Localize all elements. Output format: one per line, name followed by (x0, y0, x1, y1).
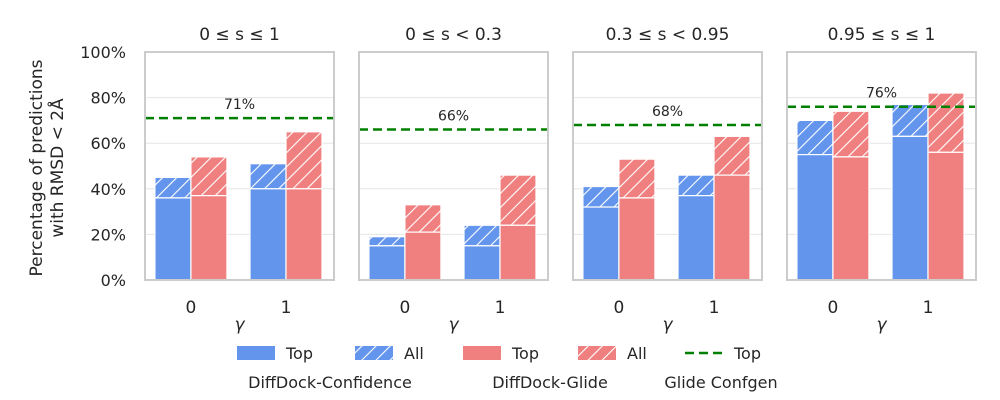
legend-item-label: Top (733, 344, 761, 363)
y-tick-label: 0% (101, 271, 126, 290)
x-tick-label: 0 (614, 298, 625, 318)
y-axis-label-line-1: Percentage of predictions (27, 59, 47, 276)
legend-item-label: All (404, 344, 424, 363)
bar-confidence-top (154, 197, 192, 281)
bar-confidence-top (891, 135, 929, 281)
y-tick-label: 80% (90, 89, 126, 108)
panel-1: 0 ≤ s ≤ 1 0 1 71% γ (144, 25, 335, 335)
reference-line-label: 66% (438, 109, 469, 125)
bar-glide-top (499, 224, 537, 281)
bar-confidence-all-hatch (154, 177, 191, 198)
legend-swatch-solid (463, 346, 501, 360)
x-tick-label: 0 (186, 298, 197, 318)
panel-frame (144, 51, 335, 281)
x-tick-label: 0 (828, 298, 839, 318)
bar-confidence-top (796, 154, 834, 281)
panel-2: 0 ≤ s < 0.3 0 1 66% γ (358, 25, 549, 335)
legend-swatch-hatch-pattern (355, 346, 393, 360)
legend-item-label: All (627, 344, 647, 363)
bar-confidence-top (677, 195, 715, 281)
bar-confidence-top (249, 188, 287, 281)
y-axis-label: Percentage of predictions with RMSD < 2Å (27, 59, 68, 276)
bar-glide-top (404, 231, 442, 281)
x-tick-label: 1 (281, 298, 292, 318)
bar-confidence-all-hatch (463, 225, 500, 246)
panel-title: 0.3 ≤ s < 0.95 (606, 25, 730, 45)
bar-glide-top (832, 156, 870, 281)
bar-glide-top (618, 197, 656, 281)
y-tick-label: 100% (80, 43, 126, 62)
legend-group-label: DiffDock-Glide (492, 373, 608, 392)
legend-item-label: Top (285, 344, 313, 363)
bar-confidence-all-hatch (368, 236, 405, 246)
panel-title: 0 ≤ s ≤ 1 (199, 25, 280, 45)
x-axis-label: γ (662, 315, 673, 335)
bar-confidence-all-hatch (796, 120, 833, 155)
bar-glide-all-hatch (499, 175, 536, 226)
bar-glide-all-hatch (618, 159, 655, 198)
y-tick-label: 20% (90, 225, 126, 244)
legend-item-label: Top (511, 344, 539, 363)
panel-frame (358, 51, 549, 281)
bar-glide-all-hatch (404, 204, 441, 233)
bar-confidence-top (582, 206, 620, 281)
x-tick-label: 1 (709, 298, 720, 318)
panel-3: 0.3 ≤ s < 0.95 0 1 68% γ (572, 25, 763, 335)
bar-glide-all-hatch (190, 156, 227, 196)
bar-glide-top (285, 188, 323, 281)
panel-frame (786, 51, 977, 281)
x-tick-label: 0 (400, 298, 411, 318)
legend-group-label: Glide Confgen (664, 373, 777, 392)
y-axis-label-line-2: with RMSD < 2Å (46, 98, 68, 238)
bar-confidence-all-hatch (677, 175, 714, 196)
bar-glide-all-hatch (832, 111, 869, 157)
y-axis-ticks: 0% 20% 40% 60% 80% 100% (80, 43, 126, 290)
x-tick-label: 1 (923, 298, 934, 318)
legend-swatch-solid (237, 346, 275, 360)
x-tick-label: 1 (495, 298, 506, 318)
bar-confidence-all-hatch (891, 104, 928, 137)
legend: Top All Top All Top DiffDock-Confidence DiffDo… (237, 344, 778, 392)
bar-glide-all-hatch (713, 136, 750, 176)
x-axis-label: γ (234, 315, 245, 335)
bar-glide-all-hatch (927, 93, 964, 153)
y-tick-label: 40% (90, 180, 126, 199)
x-axis-label: γ (876, 315, 887, 335)
bar-confidence-top (463, 245, 501, 281)
legend-group-label: DiffDock-Confidence (248, 373, 412, 392)
bar-confidence-top (368, 245, 406, 281)
bar-glide-top (927, 151, 965, 281)
panel-title: 0.95 ≤ s ≤ 1 (828, 25, 936, 45)
bar-glide-top (190, 195, 228, 281)
y-tick-label: 60% (90, 134, 126, 153)
bar-glide-all-hatch (285, 131, 322, 189)
panel-frame (572, 51, 763, 281)
bar-confidence-all-hatch (249, 163, 286, 189)
bar-glide-top (713, 174, 751, 281)
bar-confidence-all-hatch (582, 186, 619, 208)
reference-line-label: 68% (652, 104, 683, 120)
reference-line-label: 76% (866, 86, 897, 102)
panel-4: 0.95 ≤ s ≤ 1 0 1 76% γ (786, 25, 977, 335)
panel-title: 0 ≤ s < 0.3 (405, 25, 502, 45)
reference-line-label: 71% (224, 97, 255, 113)
legend-swatch-hatch-pattern (578, 346, 616, 360)
x-axis-label: γ (448, 315, 459, 335)
panels: 0 ≤ s ≤ 10 171%γ0 ≤ s < 0.30 166%γ0.3 ≤ s … (144, 25, 977, 335)
